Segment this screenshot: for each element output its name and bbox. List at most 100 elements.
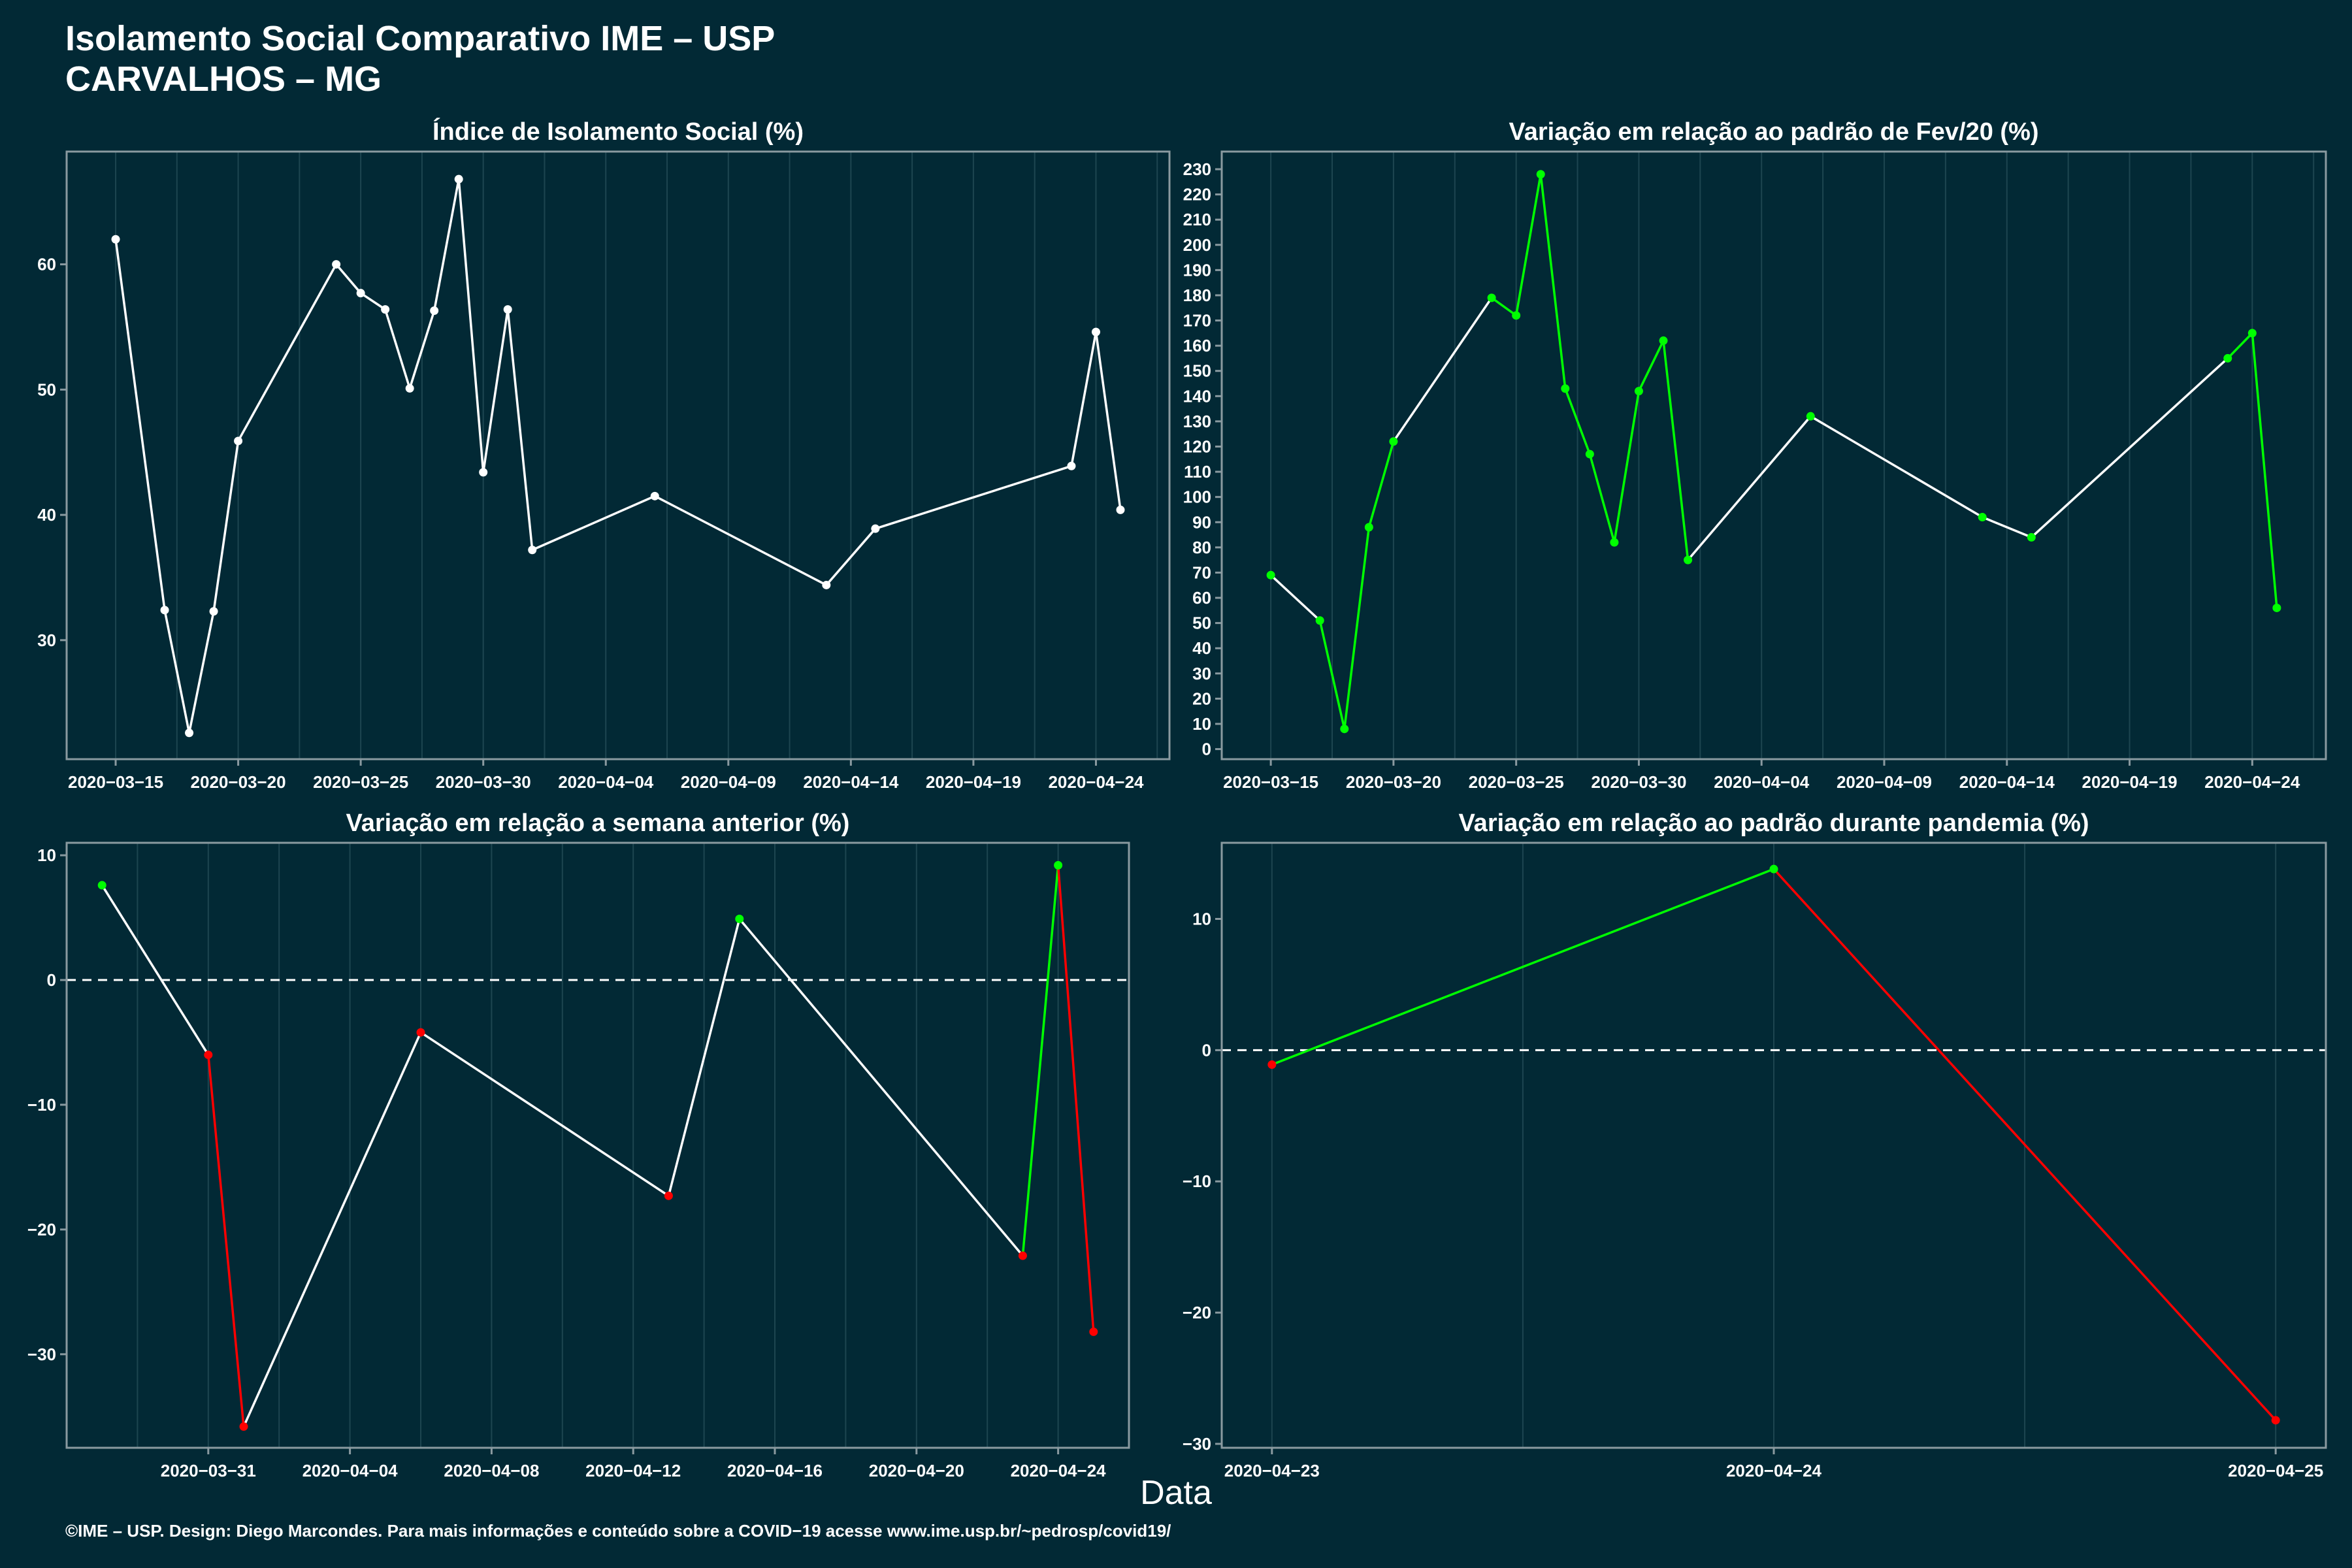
series-line-segment xyxy=(738,917,1024,1257)
data-point xyxy=(1091,327,1100,336)
data-point xyxy=(1089,1327,1098,1336)
y-tick-label: −20 xyxy=(1183,1303,1211,1322)
x-tick-label: 2020−03−15 xyxy=(1223,772,1318,792)
series-line-segment xyxy=(1662,339,1690,561)
x-tick-label: 2020−04−16 xyxy=(727,1461,823,1480)
data-point xyxy=(664,1191,673,1200)
y-tick-label: 220 xyxy=(1183,185,1211,204)
data-point xyxy=(1267,1060,1277,1069)
data-point xyxy=(735,914,744,923)
series-line-segment xyxy=(482,308,509,474)
data-point xyxy=(332,260,341,269)
data-point xyxy=(405,384,414,393)
data-point xyxy=(185,728,194,738)
data-point xyxy=(1634,387,1643,396)
x-tick-label: 2020−04−09 xyxy=(681,772,776,792)
series-line-segment xyxy=(212,440,240,613)
x-tick-label: 2020−03−25 xyxy=(1469,772,1564,792)
x-tick-label: 2020−04−12 xyxy=(585,1461,681,1480)
series-line-segment xyxy=(2030,357,2229,539)
series-line-segment xyxy=(359,291,387,311)
data-point xyxy=(2027,532,2036,542)
chart-title: Variação em relação ao padrão de Fev/20 … xyxy=(1509,118,2038,146)
title-line-2: CARVALHOS – MG xyxy=(65,59,382,99)
x-tick-label: 2020−04−24 xyxy=(2204,772,2300,792)
data-point xyxy=(1389,437,1398,446)
chart-title: Variação em relação a semana anterior (%… xyxy=(346,809,850,837)
series-line-segment xyxy=(1367,440,1395,529)
x-tick-label: 2020−04−04 xyxy=(302,1461,399,1480)
series-line-segment xyxy=(1613,389,1641,544)
series-line-segment xyxy=(1269,574,1321,622)
y-tick-label: 40 xyxy=(1192,638,1211,658)
y-tick-label: 90 xyxy=(1192,512,1211,532)
chart-panel-4: Variação em relação ao padrão durante pa… xyxy=(1183,809,2327,1480)
series-line-segment xyxy=(419,1031,670,1198)
series-line-segment xyxy=(1981,515,2033,539)
y-tick-label: 50 xyxy=(37,380,56,399)
data-point xyxy=(650,491,659,500)
x-tick-label: 2020−04−04 xyxy=(558,772,654,792)
series-line-segment xyxy=(1686,415,1812,561)
data-point xyxy=(430,306,439,316)
y-tick-label: 200 xyxy=(1183,235,1211,255)
data-point xyxy=(2272,603,2281,612)
data-point xyxy=(1364,523,1373,532)
series-line-segment xyxy=(1809,415,1984,519)
y-tick-label: −10 xyxy=(27,1095,56,1115)
x-tick-label: 2020−03−31 xyxy=(161,1461,256,1480)
chart-panel-1: Índice de Isolamento Social (%) 30 40 50 60 2… xyxy=(37,117,1171,792)
data-point xyxy=(1561,384,1570,393)
series-line-segment xyxy=(408,309,436,390)
series-line-segment xyxy=(1490,297,1518,317)
y-tick-label: 80 xyxy=(1192,538,1211,557)
series-line-segment xyxy=(207,1053,245,1428)
series-line-segment xyxy=(1318,619,1346,730)
x-tick-label: 2020−03−15 xyxy=(68,772,163,792)
data-point xyxy=(1536,170,1545,179)
y-tick-label: 0 xyxy=(1202,740,1211,759)
series-line-segment xyxy=(1021,864,1060,1257)
data-point xyxy=(111,235,120,244)
data-point xyxy=(1340,725,1349,734)
y-tick-label: 30 xyxy=(37,630,56,650)
data-point xyxy=(1018,1251,1027,1260)
data-point xyxy=(1769,864,1778,874)
series-line-segment xyxy=(506,308,534,551)
series-line-segment xyxy=(2227,332,2254,360)
x-tick-label: 2020−04−23 xyxy=(1224,1461,1320,1480)
y-tick-label: 70 xyxy=(1192,563,1211,582)
series-line-segment xyxy=(874,465,1073,530)
footer-credits: ©IME – USP. Design: Diego Marcondes. Par… xyxy=(65,1521,1171,1541)
x-tick-label: 2020−04−24 xyxy=(1048,772,1144,792)
y-tick-label: 210 xyxy=(1183,210,1211,229)
data-point xyxy=(2247,329,2257,338)
data-point xyxy=(1054,860,1063,870)
y-tick-label: 160 xyxy=(1183,336,1211,355)
x-tick-label: 2020−04−04 xyxy=(1714,772,1810,792)
data-point xyxy=(1315,616,1324,625)
x-tick-label: 2020−04−24 xyxy=(1011,1461,1107,1480)
y-tick-label: 0 xyxy=(47,970,56,990)
series-line-segment xyxy=(1637,339,1665,393)
series-line-segment xyxy=(1539,172,1567,390)
series-line-segment xyxy=(101,884,210,1056)
series-line-segment xyxy=(1271,868,1775,1066)
y-tick-label: 10 xyxy=(1192,714,1211,734)
series-line-segment xyxy=(1056,864,1095,1333)
x-tick-label: 2020−04−20 xyxy=(869,1461,964,1480)
chart-panel-2: Variação em relação ao padrão de Fev/20 … xyxy=(1183,118,2327,792)
y-tick-label: 0 xyxy=(1202,1040,1211,1060)
series-line-segment xyxy=(1392,297,1493,443)
y-tick-label: 30 xyxy=(1192,664,1211,683)
series-line-segment xyxy=(242,1031,422,1428)
data-point xyxy=(209,607,218,616)
chart-panel-3: Variação em relação a semana anterior (%… xyxy=(27,809,1130,1480)
data-point xyxy=(1512,311,1521,320)
y-tick-label: 20 xyxy=(1192,689,1211,708)
y-tick-label: −30 xyxy=(1183,1434,1211,1454)
series-line-segment xyxy=(1094,331,1122,512)
x-tick-label: 2020−04−19 xyxy=(2082,772,2178,792)
data-point xyxy=(822,580,831,589)
